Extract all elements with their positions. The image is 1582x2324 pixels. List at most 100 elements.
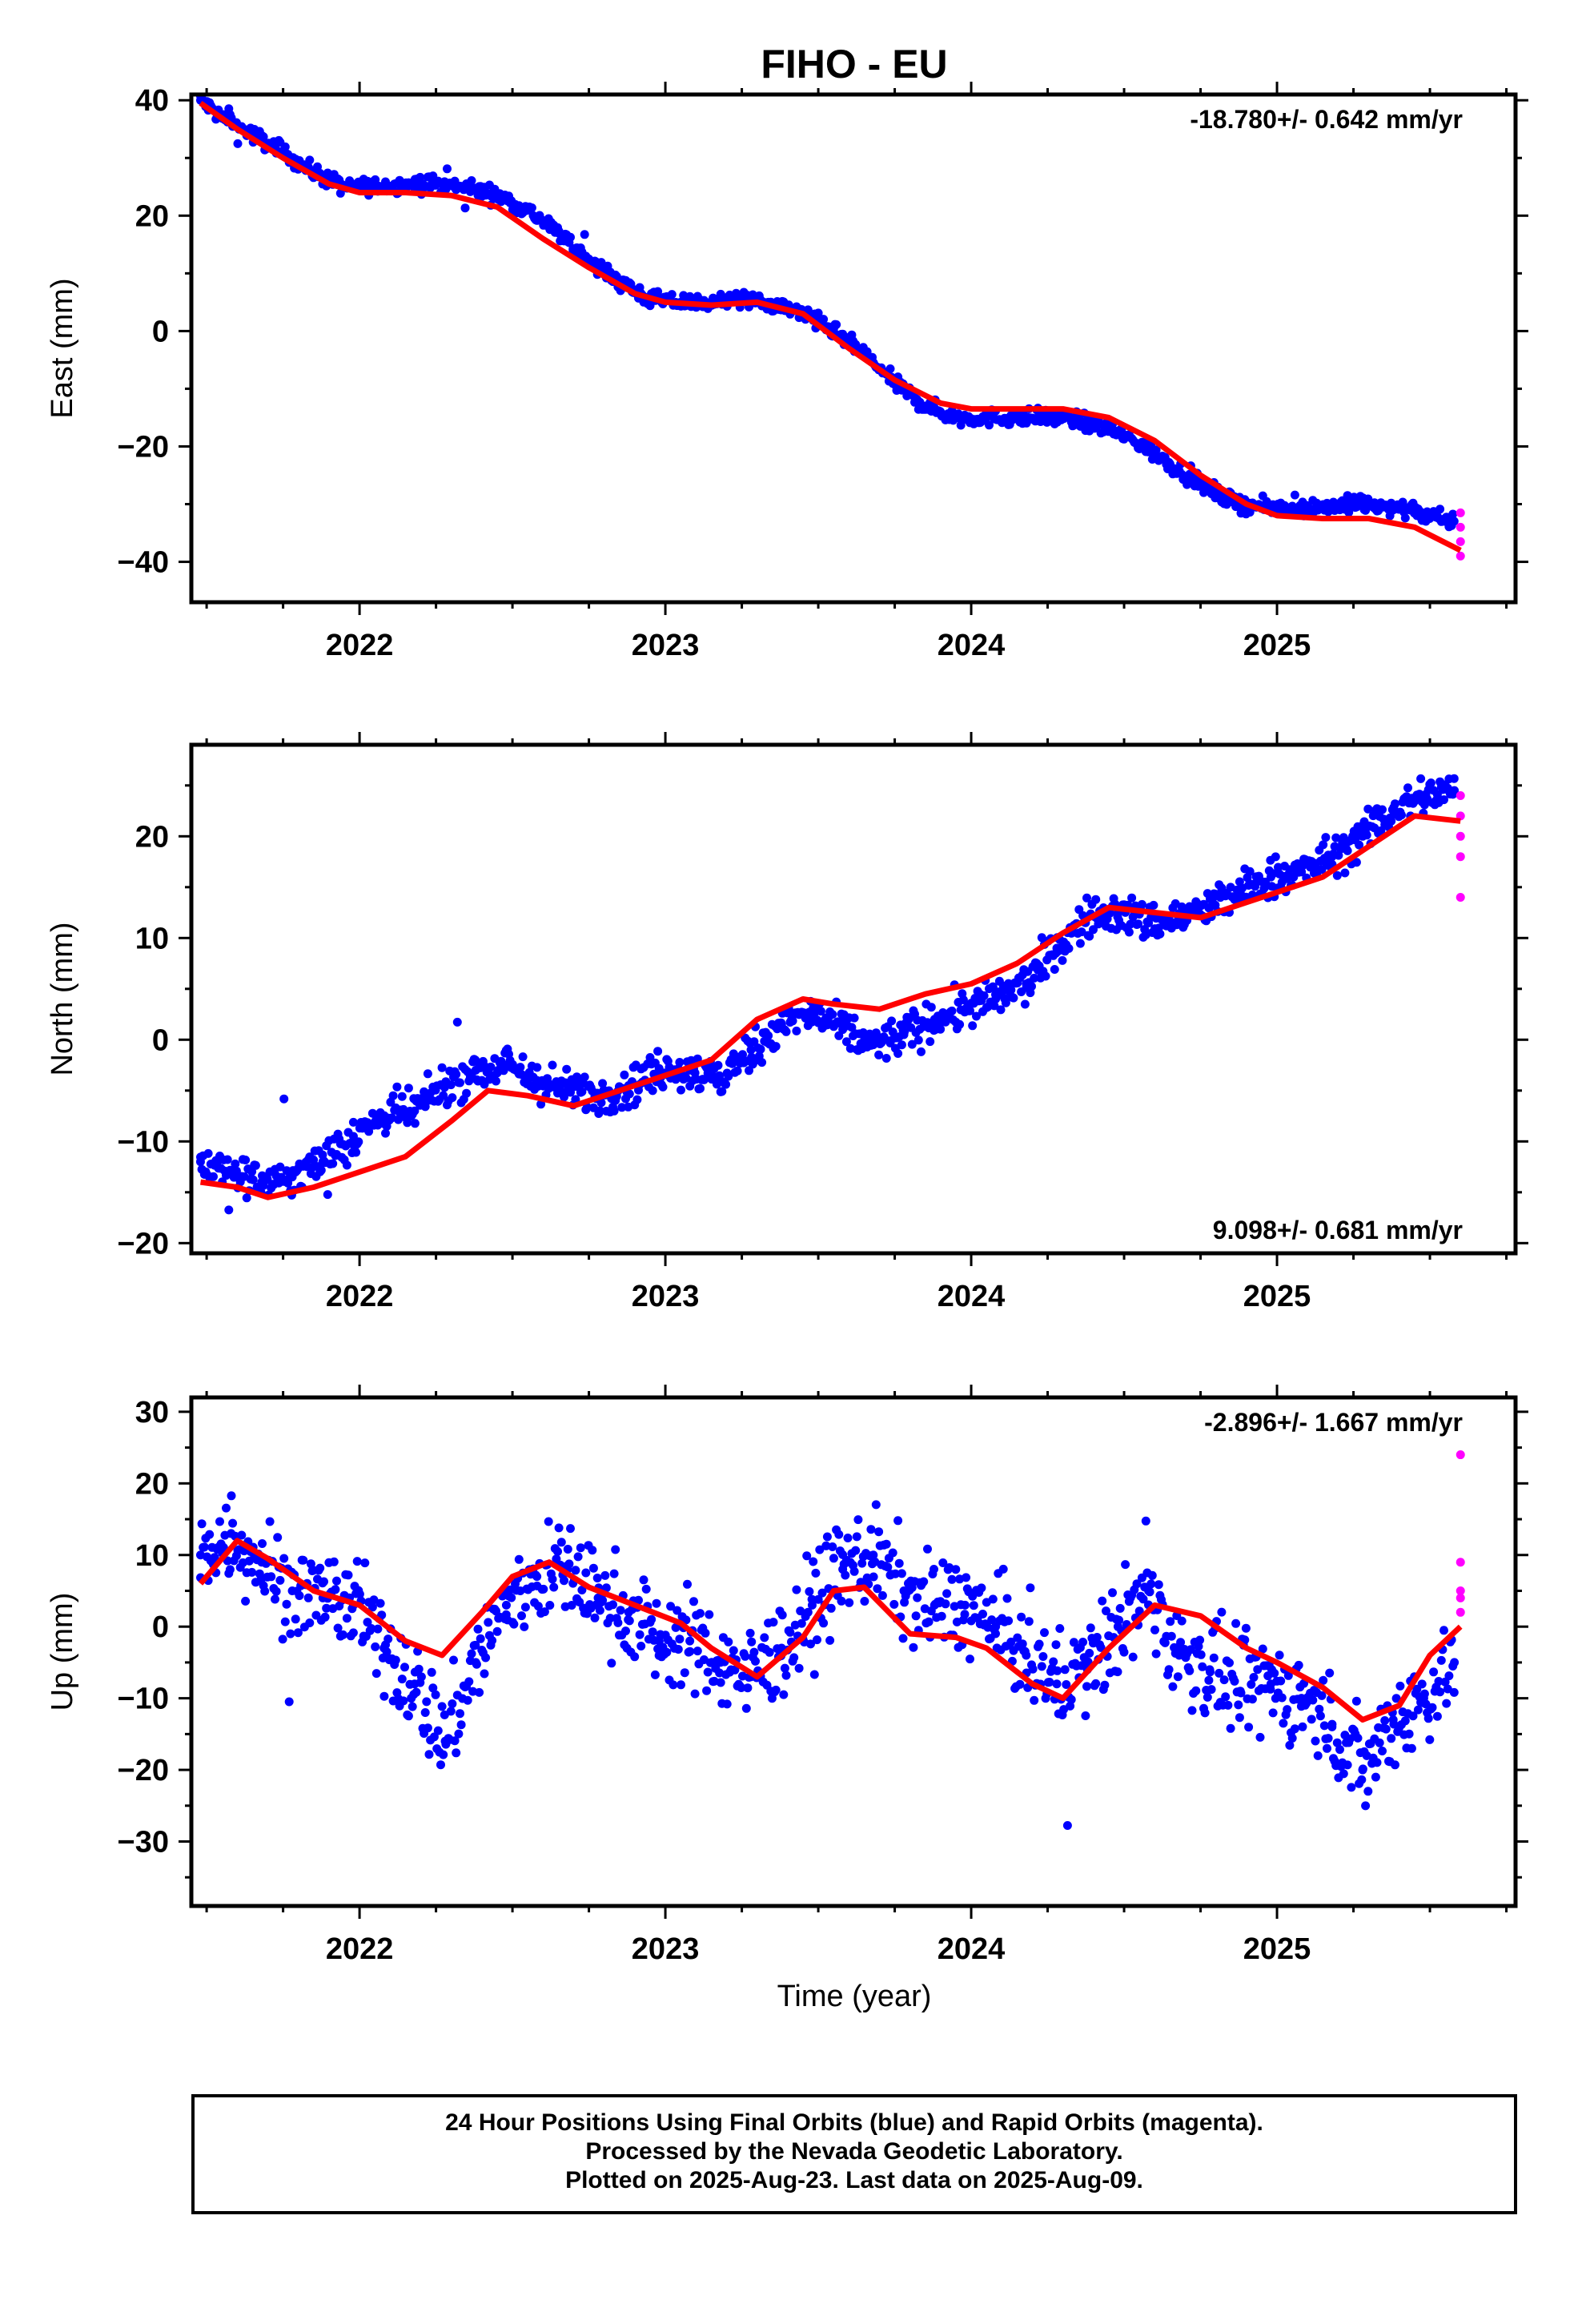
final-orbit-point [293, 1628, 303, 1638]
final-orbit-point [237, 1530, 247, 1540]
final-orbit-point [991, 995, 1001, 1003]
final-orbit-point [930, 1015, 939, 1024]
final-orbit-point [1052, 1679, 1062, 1689]
final-orbit-point [484, 1618, 493, 1627]
final-orbit-point [1388, 1715, 1398, 1724]
final-orbit-point [1270, 1668, 1279, 1678]
final-orbit-point [785, 1627, 795, 1637]
y-axis-label: North (mm) [46, 922, 79, 1076]
final-orbit-point [1425, 1735, 1435, 1744]
final-orbit-point [197, 1519, 207, 1529]
final-orbit-point [1018, 1639, 1027, 1649]
final-orbit-point [689, 1597, 698, 1606]
rapid-orbit-point [1456, 1558, 1465, 1567]
final-orbit-point [1049, 1657, 1058, 1667]
y-tick-label: 10 [135, 922, 169, 955]
final-orbit-point [1448, 509, 1458, 519]
final-orbit-point [1379, 502, 1389, 512]
final-orbit-point [556, 1538, 566, 1547]
final-orbit-point [1149, 900, 1158, 910]
final-orbit-point [909, 1642, 918, 1652]
final-orbit-point [1075, 939, 1085, 948]
final-orbit-point [480, 1669, 489, 1679]
final-orbit-point [837, 1596, 846, 1606]
final-orbit-point [926, 1037, 935, 1047]
final-orbit-point [1347, 1783, 1356, 1792]
final-orbit-point [1147, 1570, 1157, 1580]
final-orbit-point [548, 1060, 557, 1070]
final-orbit-point [690, 1689, 700, 1699]
final-orbit-point [1092, 1633, 1102, 1642]
final-orbit-point [722, 1699, 732, 1709]
final-orbit-point [1247, 1679, 1256, 1689]
final-orbit-point [1449, 1687, 1459, 1697]
final-orbit-point [448, 1093, 457, 1103]
final-orbit-point [332, 1576, 341, 1586]
final-orbit-point [1450, 1658, 1460, 1667]
y-tick-label: −20 [118, 1227, 169, 1261]
final-orbit-point [328, 1159, 338, 1168]
final-orbit-point [1266, 1679, 1275, 1689]
final-orbit-point [1196, 479, 1206, 489]
final-orbit-point [1332, 870, 1342, 880]
final-orbit-point [1151, 445, 1161, 455]
final-orbit-point [1419, 791, 1428, 800]
final-orbit-point [873, 1584, 882, 1594]
final-orbit-point [1215, 1668, 1224, 1678]
final-orbit-point [990, 1001, 999, 1011]
final-orbit-point [520, 1622, 529, 1631]
final-orbit-point [224, 1205, 234, 1215]
final-orbit-point [318, 1157, 327, 1167]
final-orbit-point [1022, 1651, 1031, 1660]
final-orbit-point [460, 203, 470, 213]
final-orbit-point [1450, 786, 1460, 795]
final-orbit-point [227, 1167, 236, 1176]
final-orbit-point [501, 1600, 511, 1610]
final-orbit-point [209, 1172, 218, 1181]
final-orbit-point [1319, 840, 1328, 850]
final-orbit-point [877, 1590, 887, 1600]
final-orbit-point [947, 1006, 957, 1015]
final-orbit-point [315, 1563, 325, 1573]
final-orbit-point [1307, 1715, 1316, 1724]
final-orbit-point [756, 1044, 765, 1054]
final-orbit-point [1349, 500, 1359, 509]
final-orbit-point [1060, 1665, 1070, 1675]
final-orbit-point [779, 1690, 789, 1699]
final-orbit-point [432, 179, 441, 189]
x-tick-label: 2023 [632, 1932, 700, 1966]
final-orbit-point [600, 1570, 610, 1580]
final-orbit-point [985, 420, 994, 430]
final-orbit-point [242, 1193, 251, 1203]
final-orbit-point [724, 1072, 733, 1081]
final-orbit-point [819, 1618, 829, 1628]
final-orbit-point [287, 1586, 297, 1595]
final-orbit-point [883, 1562, 893, 1572]
final-orbit-point [641, 1584, 651, 1594]
final-orbit-point [431, 1690, 440, 1699]
final-orbit-point [1115, 1603, 1125, 1613]
final-orbit-point [797, 1618, 806, 1628]
final-orbit-point [1166, 1631, 1176, 1641]
final-orbit-point [1400, 513, 1410, 523]
final-orbit-point [410, 1679, 420, 1689]
final-orbit-point [278, 1634, 287, 1644]
final-orbit-point [1439, 795, 1448, 805]
final-orbit-point [1449, 517, 1459, 526]
final-orbit-point [1241, 1623, 1251, 1633]
final-orbit-point [930, 1565, 938, 1574]
final-orbit-point [590, 1613, 600, 1622]
final-orbit-point [749, 1647, 759, 1657]
rapid-orbit-point [1456, 1607, 1465, 1617]
final-orbit-point [1266, 872, 1275, 882]
final-orbit-point [1436, 1655, 1446, 1665]
final-orbit-point [195, 1157, 205, 1167]
final-orbit-point [769, 1618, 778, 1627]
final-orbit-point [757, 1058, 767, 1068]
final-orbit-point [1137, 899, 1146, 909]
final-orbit-point [1375, 1738, 1384, 1747]
final-orbit-point [464, 1677, 474, 1687]
final-orbit-point [893, 1516, 903, 1526]
final-orbit-point [1416, 774, 1426, 783]
final-orbit-point [853, 1515, 863, 1525]
